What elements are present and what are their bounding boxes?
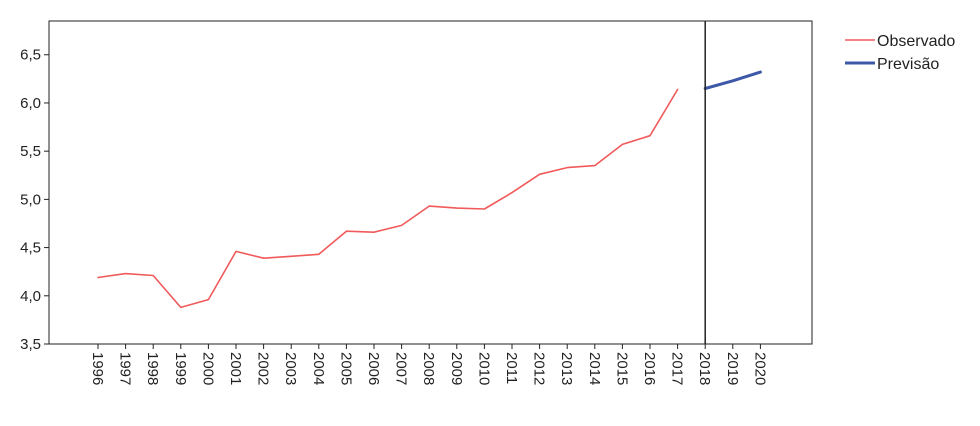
x-tick-label: 1996 [89,352,106,385]
x-tick-label: 2015 [613,352,630,385]
x-tick-label: 1997 [117,352,134,385]
x-tick-label: 2008 [420,352,437,385]
y-tick-label: 6,5 [20,47,41,64]
x-tick-label: 2002 [255,352,272,385]
y-tick-label: 4,0 [20,288,41,305]
legend-label: Observado [877,33,955,50]
y-tick-label: 3,5 [20,336,41,353]
legend: Observado Previsão [845,33,955,73]
x-axis: 1996 1997 1998 1999 2000 2001 2002 2003 2004 2005… [89,344,768,385]
x-tick-label: 2013 [558,352,575,385]
x-tick-label: 2006 [365,352,382,385]
x-tick-label: 2009 [448,352,465,385]
y-tick-label: 5,5 [20,143,41,160]
x-tick-label: 2005 [337,352,354,385]
x-tick-label: 2001 [227,352,244,385]
series-layer [97,70,762,309]
x-tick-label: 2017 [669,352,686,385]
y-tick-label: 6,0 [20,95,41,112]
x-tick-label: 1998 [144,352,161,385]
series-line-previsao [703,70,762,90]
x-tick-label: 1999 [172,352,189,385]
x-tick-label: 2004 [310,352,327,385]
series-line-observado [97,88,679,309]
x-tick-label: 2007 [393,352,410,385]
x-tick-label: 2019 [724,352,741,385]
y-tick-label: 4,5 [20,240,41,257]
x-tick-label: 2010 [475,352,492,385]
y-tick-label: 5,0 [20,191,41,208]
legend-label: Previsão [877,56,939,73]
x-tick-label: 2011 [503,352,520,384]
x-tick-label: 2000 [199,352,216,385]
y-axis: 3,5 4,0 4,5 5,0 5,5 6,0 6,5 [20,47,49,353]
x-tick-label: 2014 [586,352,603,385]
x-tick-label: 2018 [696,352,713,385]
x-tick-label: 2003 [282,352,299,385]
x-tick-label: 2016 [641,352,658,385]
x-tick-label: 2020 [751,352,768,385]
x-tick-label: 2012 [531,352,548,385]
plot-frame [48,20,813,345]
